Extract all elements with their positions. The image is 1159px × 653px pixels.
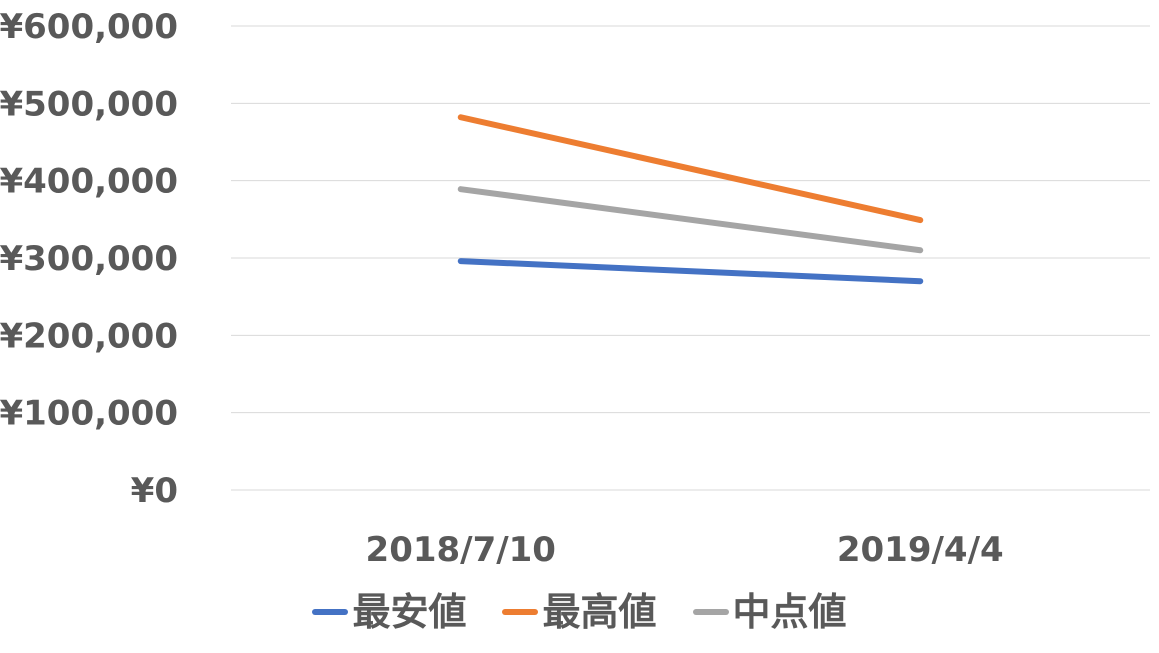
series-lines (457, 114, 924, 285)
legend-label: 最高値 (542, 590, 657, 634)
legend-entry: 最安値 (312, 593, 466, 631)
y-tick-label: ¥200,000 (0, 316, 178, 356)
legend-entry: 中点値 (692, 590, 847, 634)
legend-swatch (692, 609, 729, 615)
y-axis-tick-labels: ¥0 ¥100,000 ¥200,000 ¥300,000 ¥400,000 ¥500,0… (0, 7, 178, 511)
y-tick-label: ¥0 (131, 471, 178, 511)
y-tick-label: ¥400,000 (0, 162, 178, 202)
x-tick-label: 2019/4/4 (837, 530, 1004, 570)
y-tick-label: ¥100,000 (0, 394, 178, 434)
gridlines (231, 25, 1150, 491)
x-tick-label: 2018/7/10 (366, 530, 556, 570)
y-tick-label: ¥500,000 (0, 84, 178, 124)
legend-entry: 最高値 (502, 590, 657, 634)
legend-label: 中点値 (732, 590, 847, 634)
legend-swatch (312, 609, 349, 615)
y-tick-label: ¥600,000 (0, 7, 178, 47)
series-line-2 (457, 114, 924, 224)
series-line-3 (457, 186, 924, 254)
legend-label: 最安値 (352, 590, 467, 634)
y-tick-label: ¥300,000 (0, 239, 178, 279)
series-line-1 (457, 258, 924, 285)
legend: 最安値 最高値 中点値 (0, 584, 1159, 640)
x-axis-tick-labels: 2018/7/10 2019/4/4 (366, 530, 1004, 570)
legend-swatch (502, 609, 539, 615)
